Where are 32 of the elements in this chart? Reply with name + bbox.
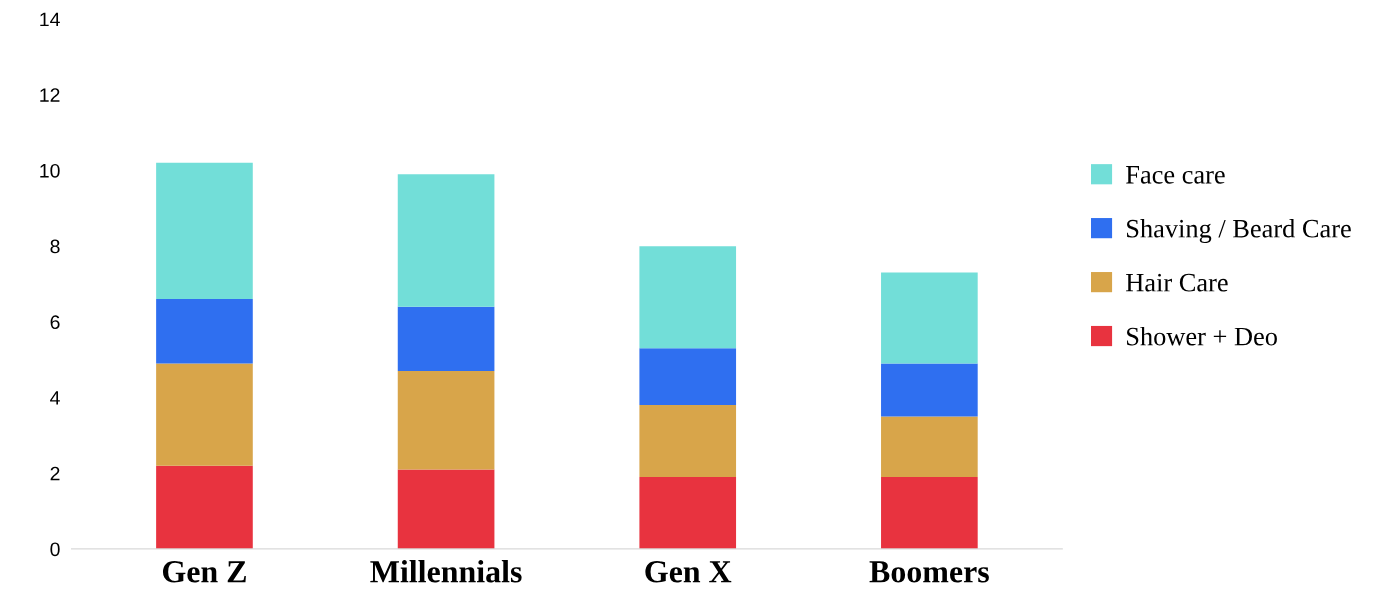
bar (881, 363, 978, 417)
bar (156, 465, 253, 549)
bar (639, 477, 737, 549)
y-tick-label: 2 (50, 466, 60, 481)
bar (156, 299, 253, 364)
bar (156, 363, 253, 466)
y-tick-label: 4 (50, 391, 60, 405)
bar (639, 246, 737, 349)
x-tick-label: Millennials (370, 560, 522, 583)
y-tick-label: 8 (50, 239, 60, 254)
legend-label: Shower + Deo (1127, 326, 1277, 346)
x-tick-label: Gen Z (162, 561, 246, 583)
bar (881, 477, 978, 549)
legend-label: Face care (1126, 166, 1225, 184)
y-tick-label: 6 (50, 315, 60, 330)
y-tick-label: 14 (40, 12, 60, 27)
bar (881, 272, 978, 364)
legend-label: Hair Care (1126, 273, 1228, 292)
bar (156, 162, 253, 300)
bar (639, 348, 737, 406)
x-tick-label: Boomers (869, 561, 989, 583)
bar (397, 469, 495, 549)
bar (397, 371, 495, 470)
bar (639, 405, 737, 477)
bar (881, 416, 978, 477)
x-tick-label: Gen X (645, 561, 732, 583)
legend-label: Shaving / Beard Care (1127, 219, 1351, 243)
y-tick-label: 10 (40, 163, 60, 178)
bar (397, 174, 495, 307)
y-tick-label: 12 (40, 88, 60, 102)
y-tick-label: 0 (50, 542, 60, 557)
bar (397, 306, 495, 372)
